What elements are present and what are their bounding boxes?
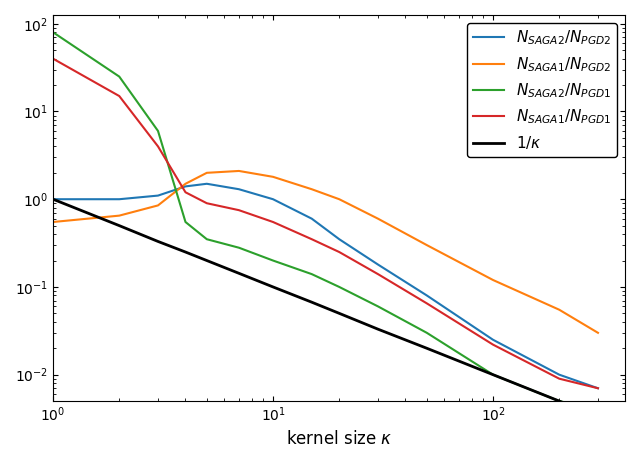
$1/\kappa$: [203, 258, 211, 263]
$N_{SAGA2}/N_{PGD1}$: [335, 284, 343, 290]
Line: $N_{SAGA2}/N_{PGD1}$: $N_{SAGA2}/N_{PGD1}$: [53, 32, 598, 410]
$N_{SAGA2}/N_{PGD1}$: [489, 372, 497, 377]
$N_{SAGA1}/N_{PGD1}$: [374, 271, 382, 277]
$N_{SAGA1}/N_{PGD2}$: [115, 213, 123, 219]
$N_{SAGA1}/N_{PGD1}$: [115, 93, 123, 99]
$N_{SAGA2}/N_{PGD1}$: [308, 271, 316, 277]
$N_{SAGA1}/N_{PGD1}$: [182, 189, 189, 195]
$N_{SAGA2}/N_{PGD2}$: [269, 196, 277, 202]
$N_{SAGA1}/N_{PGD1}$: [235, 207, 243, 213]
$N_{SAGA1}/N_{PGD2}$: [374, 216, 382, 221]
$N_{SAGA1}/N_{PGD1}$: [49, 56, 57, 62]
$N_{SAGA1}/N_{PGD1}$: [556, 376, 563, 382]
$N_{SAGA2}/N_{PGD2}$: [154, 193, 162, 198]
Line: $1/\kappa$: $1/\kappa$: [53, 199, 598, 417]
$N_{SAGA1}/N_{PGD1}$: [423, 300, 431, 306]
$N_{SAGA1}/N_{PGD2}$: [308, 187, 316, 192]
$N_{SAGA1}/N_{PGD1}$: [489, 342, 497, 347]
$1/\kappa$: [115, 223, 123, 228]
$N_{SAGA1}/N_{PGD2}$: [49, 219, 57, 225]
$N_{SAGA1}/N_{PGD1}$: [594, 386, 602, 391]
$N_{SAGA1}/N_{PGD2}$: [489, 277, 497, 283]
$N_{SAGA2}/N_{PGD2}$: [335, 237, 343, 242]
$1/\kappa$: [154, 239, 162, 244]
$N_{SAGA2}/N_{PGD1}$: [115, 74, 123, 79]
$1/\kappa$: [335, 311, 343, 316]
$N_{SAGA2}/N_{PGD2}$: [374, 262, 382, 267]
$N_{SAGA1}/N_{PGD2}$: [182, 181, 189, 187]
$N_{SAGA2}/N_{PGD1}$: [556, 398, 563, 404]
$N_{SAGA2}/N_{PGD1}$: [49, 30, 57, 35]
$1/\kappa$: [423, 345, 431, 351]
$N_{SAGA2}/N_{PGD1}$: [594, 407, 602, 413]
$N_{SAGA1}/N_{PGD1}$: [308, 237, 316, 242]
X-axis label: kernel size $\kappa$: kernel size $\kappa$: [285, 430, 392, 448]
$N_{SAGA1}/N_{PGD2}$: [203, 170, 211, 175]
$N_{SAGA2}/N_{PGD2}$: [489, 337, 497, 343]
$N_{SAGA1}/N_{PGD2}$: [556, 307, 563, 313]
$N_{SAGA2}/N_{PGD1}$: [269, 258, 277, 263]
$1/\kappa$: [269, 284, 277, 290]
$1/\kappa$: [308, 300, 316, 305]
$N_{SAGA2}/N_{PGD1}$: [374, 304, 382, 309]
$N_{SAGA1}/N_{PGD2}$: [269, 174, 277, 180]
$N_{SAGA1}/N_{PGD2}$: [594, 330, 602, 336]
$N_{SAGA2}/N_{PGD1}$: [182, 219, 189, 225]
$1/\kappa$: [556, 398, 563, 404]
$N_{SAGA2}/N_{PGD2}$: [203, 181, 211, 187]
$N_{SAGA1}/N_{PGD1}$: [269, 219, 277, 225]
$N_{SAGA1}/N_{PGD1}$: [154, 144, 162, 149]
$1/\kappa$: [489, 372, 497, 377]
$N_{SAGA2}/N_{PGD2}$: [594, 386, 602, 391]
$N_{SAGA2}/N_{PGD2}$: [115, 196, 123, 202]
Line: $N_{SAGA1}/N_{PGD2}$: $N_{SAGA1}/N_{PGD2}$: [53, 171, 598, 333]
$1/\kappa$: [374, 326, 382, 332]
$N_{SAGA2}/N_{PGD2}$: [182, 184, 189, 189]
$N_{SAGA2}/N_{PGD2}$: [556, 372, 563, 377]
$N_{SAGA1}/N_{PGD2}$: [235, 168, 243, 174]
Line: $N_{SAGA2}/N_{PGD2}$: $N_{SAGA2}/N_{PGD2}$: [53, 184, 598, 388]
$N_{SAGA2}/N_{PGD2}$: [423, 293, 431, 298]
Legend: $N_{SAGA2}/N_{PGD2}$, $N_{SAGA1}/N_{PGD2}$, $N_{SAGA2}/N_{PGD1}$, $N_{SAGA1}/N_{: $N_{SAGA2}/N_{PGD2}$, $N_{SAGA1}/N_{PGD2…: [467, 23, 618, 157]
$1/\kappa$: [182, 249, 189, 255]
$N_{SAGA1}/N_{PGD2}$: [154, 203, 162, 208]
$1/\kappa$: [49, 196, 57, 202]
$N_{SAGA1}/N_{PGD1}$: [335, 249, 343, 255]
$1/\kappa$: [594, 414, 602, 419]
Line: $N_{SAGA1}/N_{PGD1}$: $N_{SAGA1}/N_{PGD1}$: [53, 59, 598, 388]
$1/\kappa$: [235, 270, 243, 276]
$N_{SAGA2}/N_{PGD2}$: [308, 216, 316, 221]
$N_{SAGA1}/N_{PGD2}$: [423, 242, 431, 248]
$N_{SAGA1}/N_{PGD1}$: [203, 200, 211, 206]
$N_{SAGA2}/N_{PGD1}$: [203, 237, 211, 242]
$N_{SAGA2}/N_{PGD2}$: [49, 196, 57, 202]
$N_{SAGA2}/N_{PGD1}$: [423, 330, 431, 336]
$N_{SAGA2}/N_{PGD2}$: [235, 187, 243, 192]
$N_{SAGA2}/N_{PGD1}$: [154, 128, 162, 134]
$N_{SAGA1}/N_{PGD2}$: [335, 196, 343, 202]
$N_{SAGA2}/N_{PGD1}$: [235, 245, 243, 250]
